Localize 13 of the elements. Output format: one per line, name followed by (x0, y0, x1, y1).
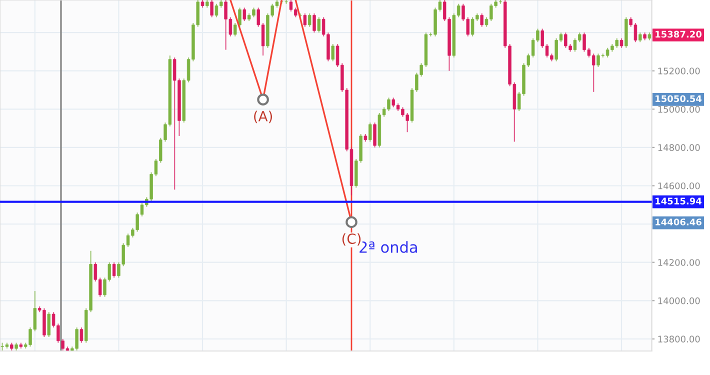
annotation: (C) (342, 233, 361, 246)
text: 15050.54 (656, 95, 702, 102)
text: 15387.20 (656, 30, 702, 38)
y-tick-label: 14600.00 (658, 182, 700, 190)
y-tick-label: 13800.00 (658, 336, 700, 342)
ref-line-label: 14515.94 (656, 198, 702, 204)
y-tick-label: 15200.00 (658, 68, 700, 74)
y-tick-label: 14800.00 (658, 144, 700, 152)
y-tick-label: 14000.00 (658, 297, 700, 304)
y-tick-label: 14200.00 (658, 259, 700, 266)
text: 14406.46 (656, 218, 702, 226)
annotation: (A) (254, 110, 272, 124)
y-tick-label: 15000.00 (658, 106, 700, 113)
